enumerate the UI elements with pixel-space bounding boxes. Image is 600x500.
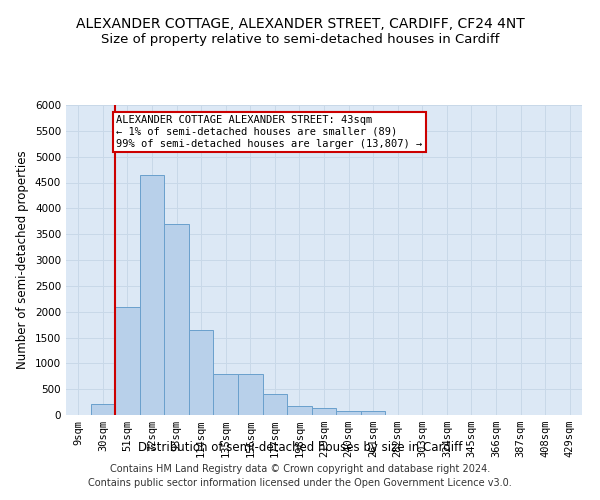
Bar [263, 394, 287, 415]
Text: ALEXANDER COTTAGE, ALEXANDER STREET, CARDIFF, CF24 4NT: ALEXANDER COTTAGE, ALEXANDER STREET, CAR… [76, 18, 524, 32]
Bar [164, 224, 189, 415]
Bar [238, 374, 263, 415]
Bar [336, 411, 361, 415]
Bar [189, 330, 214, 415]
Bar [115, 306, 140, 415]
Bar [91, 404, 115, 415]
Text: ALEXANDER COTTAGE ALEXANDER STREET: 43sqm
← 1% of semi-detached houses are small: ALEXANDER COTTAGE ALEXANDER STREET: 43sq… [116, 116, 422, 148]
Bar [140, 175, 164, 415]
Bar [214, 374, 238, 415]
Text: Distribution of semi-detached houses by size in Cardiff: Distribution of semi-detached houses by … [138, 441, 462, 454]
Bar [312, 408, 336, 415]
Bar [287, 406, 312, 415]
Bar [361, 411, 385, 415]
Text: Size of property relative to semi-detached houses in Cardiff: Size of property relative to semi-detach… [101, 32, 499, 46]
Y-axis label: Number of semi-detached properties: Number of semi-detached properties [16, 150, 29, 370]
Text: Contains HM Land Registry data © Crown copyright and database right 2024.
Contai: Contains HM Land Registry data © Crown c… [88, 464, 512, 487]
